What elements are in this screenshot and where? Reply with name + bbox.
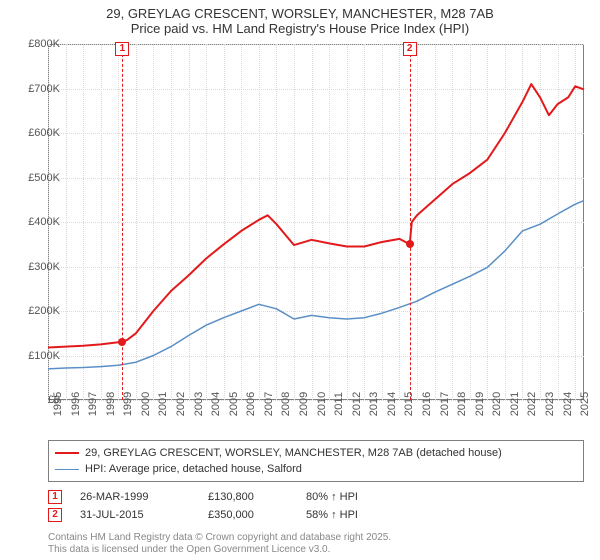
x-tick-label: 2002: [175, 392, 187, 416]
title-line2: Price paid vs. HM Land Registry's House …: [10, 21, 590, 36]
series-price_paid: [48, 84, 584, 347]
y-tick-label: £300K: [14, 261, 60, 273]
x-tick-label: 2007: [263, 392, 275, 416]
sale-pct: 58% ↑ HPI: [306, 509, 396, 521]
sales-row: 2 31-JUL-2015 £350,000 58% ↑ HPI: [48, 506, 584, 524]
sale-price: £130,800: [208, 491, 288, 503]
sales-table: 1 26-MAR-1999 £130,800 80% ↑ HPI 2 31-JU…: [48, 488, 584, 524]
x-tick-label: 2009: [298, 392, 310, 416]
y-tick-label: £200K: [14, 305, 60, 317]
x-tick-label: 2018: [456, 392, 468, 416]
x-tick-label: 2004: [210, 392, 222, 416]
sale-marker-line: [410, 44, 411, 400]
x-tick-label: 2010: [316, 392, 328, 416]
legend-box: 29, GREYLAG CRESCENT, WORSLEY, MANCHESTE…: [48, 440, 584, 482]
sale-dot: [118, 338, 126, 346]
y-tick-label: £700K: [14, 83, 60, 95]
x-tick-label: 1998: [105, 392, 117, 416]
sale-dot: [406, 240, 414, 248]
y-tick-label: £100K: [14, 350, 60, 362]
x-tick-label: 2016: [421, 392, 433, 416]
y-tick-label: £600K: [14, 127, 60, 139]
sale-marker-box: 2: [403, 42, 417, 56]
footer-note: Contains HM Land Registry data © Crown c…: [48, 532, 391, 556]
sale-marker-label: 2: [48, 508, 62, 522]
x-tick-label: 2008: [280, 392, 292, 416]
sale-marker-box: 1: [115, 42, 129, 56]
x-tick-label: 2025: [579, 392, 591, 416]
legend-label: 29, GREYLAG CRESCENT, WORSLEY, MANCHESTE…: [85, 447, 502, 459]
x-tick-label: 2001: [157, 392, 169, 416]
footer-line2: This data is licensed under the Open Gov…: [48, 544, 391, 556]
x-tick-label: 2022: [526, 392, 538, 416]
footer-line1: Contains HM Land Registry data © Crown c…: [48, 532, 391, 544]
legend-row: HPI: Average price, detached house, Salf…: [55, 461, 577, 477]
sale-marker-line: [122, 44, 123, 400]
y-tick-label: £500K: [14, 172, 60, 184]
x-tick-label: 2019: [474, 392, 486, 416]
x-tick-label: 1995: [52, 392, 64, 416]
series-hpi: [48, 201, 584, 369]
x-tick-label: 2012: [351, 392, 363, 416]
legend-swatch: [55, 469, 79, 470]
chart-container: 29, GREYLAG CRESCENT, WORSLEY, MANCHESTE…: [0, 0, 600, 560]
x-tick-label: 2000: [140, 392, 152, 416]
x-tick-label: 2021: [509, 392, 521, 416]
legend-row: 29, GREYLAG CRESCENT, WORSLEY, MANCHESTE…: [55, 445, 577, 461]
x-tick-label: 2024: [562, 392, 574, 416]
legend-label: HPI: Average price, detached house, Salf…: [85, 463, 302, 475]
sale-date: 31-JUL-2015: [80, 509, 190, 521]
sale-pct: 80% ↑ HPI: [306, 491, 396, 503]
x-tick-label: 2023: [544, 392, 556, 416]
plot-area: 12: [48, 44, 584, 400]
x-tick-label: 2011: [333, 392, 345, 416]
x-tick-label: 2015: [403, 392, 415, 416]
x-tick-label: 1999: [122, 392, 134, 416]
sales-row: 1 26-MAR-1999 £130,800 80% ↑ HPI: [48, 488, 584, 506]
sale-price: £350,000: [208, 509, 288, 521]
x-tick-label: 2005: [228, 392, 240, 416]
x-tick-label: 2006: [245, 392, 257, 416]
chart-title: 29, GREYLAG CRESCENT, WORSLEY, MANCHESTE…: [0, 0, 600, 38]
x-tick-label: 2020: [491, 392, 503, 416]
chart-lines: [48, 44, 584, 400]
x-tick-label: 2013: [368, 392, 380, 416]
y-tick-label: £400K: [14, 216, 60, 228]
y-tick-label: £800K: [14, 38, 60, 50]
title-line1: 29, GREYLAG CRESCENT, WORSLEY, MANCHESTE…: [10, 6, 590, 21]
x-tick-label: 2003: [193, 392, 205, 416]
x-tick-label: 1996: [70, 392, 82, 416]
x-tick-label: 2014: [386, 392, 398, 416]
legend-swatch: [55, 452, 79, 454]
x-tick-label: 2017: [439, 392, 451, 416]
x-tick-label: 1997: [87, 392, 99, 416]
sale-date: 26-MAR-1999: [80, 491, 190, 503]
legend-region: 29, GREYLAG CRESCENT, WORSLEY, MANCHESTE…: [48, 440, 584, 524]
sale-marker-label: 1: [48, 490, 62, 504]
